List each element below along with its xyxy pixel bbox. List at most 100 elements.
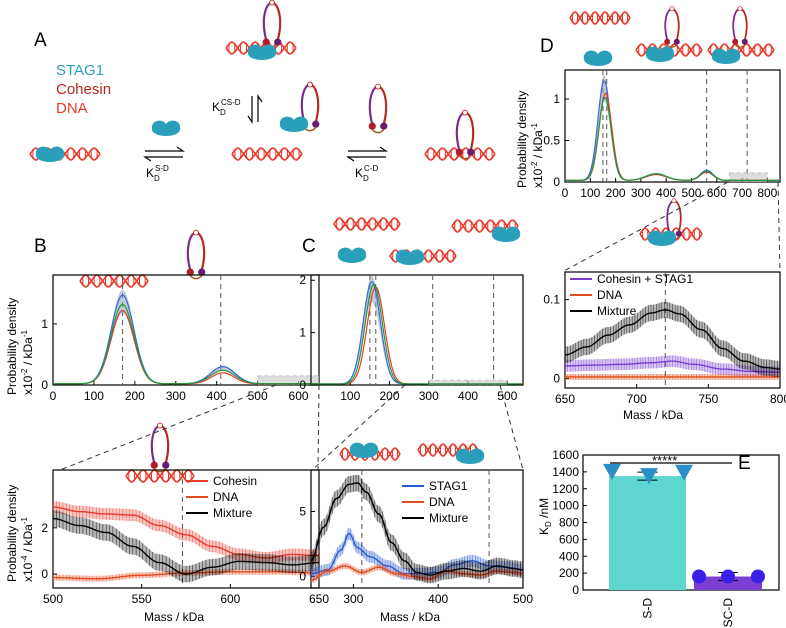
x-tick-label: 500 [497, 389, 517, 403]
cohesin-top-icon [262, 0, 282, 50]
svg-text:Cohesin: Cohesin [213, 474, 257, 488]
y-axis-label-b-top: Probability density x10-2 / kDa-1 [5, 298, 35, 395]
y-axis-label-d-top: Probability density x10-2 / kDa-1 [515, 91, 545, 188]
data-point-circle [751, 569, 765, 584]
panel-label-b: B [34, 236, 47, 257]
x-tick-label: 300 [166, 389, 186, 403]
x-tick-label-sc-d: SC-D [721, 598, 735, 628]
x-tick-label: 500 [513, 592, 533, 606]
plot-frame [52, 274, 320, 386]
x-axis-label-b: Mass / kDa [144, 610, 204, 624]
x-tick-label: 650 [309, 592, 329, 606]
panel-label-c: C [302, 236, 316, 257]
svg-text:K: K [146, 166, 154, 180]
svg-text:D: D [220, 108, 226, 117]
svg-text:Cohesin + STAG1: Cohesin + STAG1 [597, 272, 693, 286]
legend-entry-cohesin: Cohesin [186, 474, 257, 488]
cohesin-icon-d3 [732, 6, 748, 48]
dna-icon-b [79, 274, 149, 288]
svg-text:Probability density: Probability density [5, 298, 19, 395]
series-line-dna [311, 286, 523, 385]
stag1-icon-d-bottom [647, 230, 677, 246]
svg-text:Mixture: Mixture [213, 506, 253, 520]
x-tick-label: 600 [289, 389, 309, 403]
legend-entry-mixture: Mixture [570, 304, 637, 318]
svg-text:Mixture: Mixture [429, 511, 469, 525]
legend-entry-cohesin-stag1: Cohesin + STAG1 [570, 272, 693, 286]
chart-c-top: 100 200 300 400 500 0 1 2 [299, 273, 524, 403]
x-tick-label: 0 [50, 389, 57, 403]
plot-frame [310, 469, 524, 589]
x-tick-label: 100 [84, 389, 104, 403]
series-line-cohesin [53, 506, 319, 559]
dna-icon-b-bottom [125, 469, 195, 483]
svg-text:Mixture: Mixture [597, 304, 637, 318]
x-tick-label: 800 [770, 392, 786, 406]
uncertainty-band [311, 275, 523, 385]
legend-cohesin: Cohesin [56, 81, 111, 98]
x-tick-label-s-d: S-D [641, 598, 655, 619]
svg-text:KD /nM: KD /nM [537, 498, 553, 535]
series-line-mixture [565, 96, 780, 181]
x-tick-label: 650 [555, 392, 575, 406]
y-tick-label: 200 [559, 566, 579, 580]
dna-icon-d1 [569, 11, 631, 25]
panel-label-a: A [34, 30, 47, 51]
plot-frame [310, 274, 524, 386]
series-line-dna [53, 309, 319, 385]
y-tick-label: 1 [41, 317, 48, 331]
data-point-circle [721, 569, 735, 584]
data-point-circle [692, 569, 706, 584]
kd-label-cd: K D C-D [355, 164, 378, 183]
series-line-mixture [53, 303, 319, 385]
series-line-mixture [565, 309, 780, 370]
svg-text:Probability density: Probability density [5, 485, 19, 582]
chart-d-top: 0 100 200 300 400 500 600 700 800 0 0.5 1 [543, 69, 781, 200]
x-tick-label: 700 [627, 392, 647, 406]
x-tick-label: 500 [43, 592, 63, 606]
svg-text:Probability density: Probability density [515, 91, 529, 188]
equilibrium-arrow-cd [346, 146, 388, 162]
stag1-icon-c-bottom2 [455, 448, 485, 464]
y-tick-label: 0.1 [543, 293, 560, 307]
legend-entry-dna: DNA [186, 490, 238, 504]
dna-free-icon [231, 147, 303, 161]
plot-frame [52, 469, 320, 589]
svg-text:x10-2 / kDa-1: x10-2 / kDa-1 [530, 122, 545, 188]
significance-stars: ***** [652, 453, 677, 468]
uncertainty-band [53, 289, 319, 385]
zoom-region [728, 172, 768, 182]
chart-d-bottom: 650 700 750 800 0 0.1 Cohesin + STAG1 DNA Mixtur… [543, 271, 786, 406]
series-line-mixture [311, 283, 523, 385]
zoom-region [428, 379, 508, 385]
x-tick-label: 200 [380, 389, 400, 403]
x-axis-label-d: Mass / kDa [623, 408, 683, 422]
series-line-mixture [53, 517, 319, 575]
y-tick-label: 1000 [552, 499, 579, 513]
x-tick-label: 400 [207, 389, 227, 403]
series-line-stag1 [311, 281, 523, 385]
x-tick-label: 400 [458, 389, 478, 403]
x-tick-label: 750 [698, 392, 718, 406]
series-line-cohesin-stag1 [565, 80, 780, 181]
legend-entry-dna: DNA [402, 495, 454, 509]
x-tick-label: 200 [125, 389, 145, 403]
x-tick-label: 100 [580, 186, 600, 200]
x-tick-label: 300 [343, 592, 363, 606]
legend-stag1: STAG1 [56, 62, 104, 79]
stag1-complex-top [247, 44, 277, 60]
svg-text:C-D: C-D [364, 164, 378, 173]
series-line-cohesin [53, 294, 319, 385]
cohesin-free-icon [368, 83, 388, 134]
cohesin-bound-icon [455, 109, 475, 160]
kd-label-cs: K D CS-D [212, 98, 241, 117]
svg-text:K: K [355, 166, 363, 180]
x-tick-label: 400 [656, 186, 676, 200]
stag1-with-cohesin [279, 116, 309, 132]
y-tick-label: 2 [41, 521, 48, 535]
y-tick-label: 5 [299, 504, 306, 518]
dna-icon-c1 [333, 217, 401, 231]
svg-text:x10-4 / kDa-1: x10-4 / kDa-1 [20, 516, 35, 582]
